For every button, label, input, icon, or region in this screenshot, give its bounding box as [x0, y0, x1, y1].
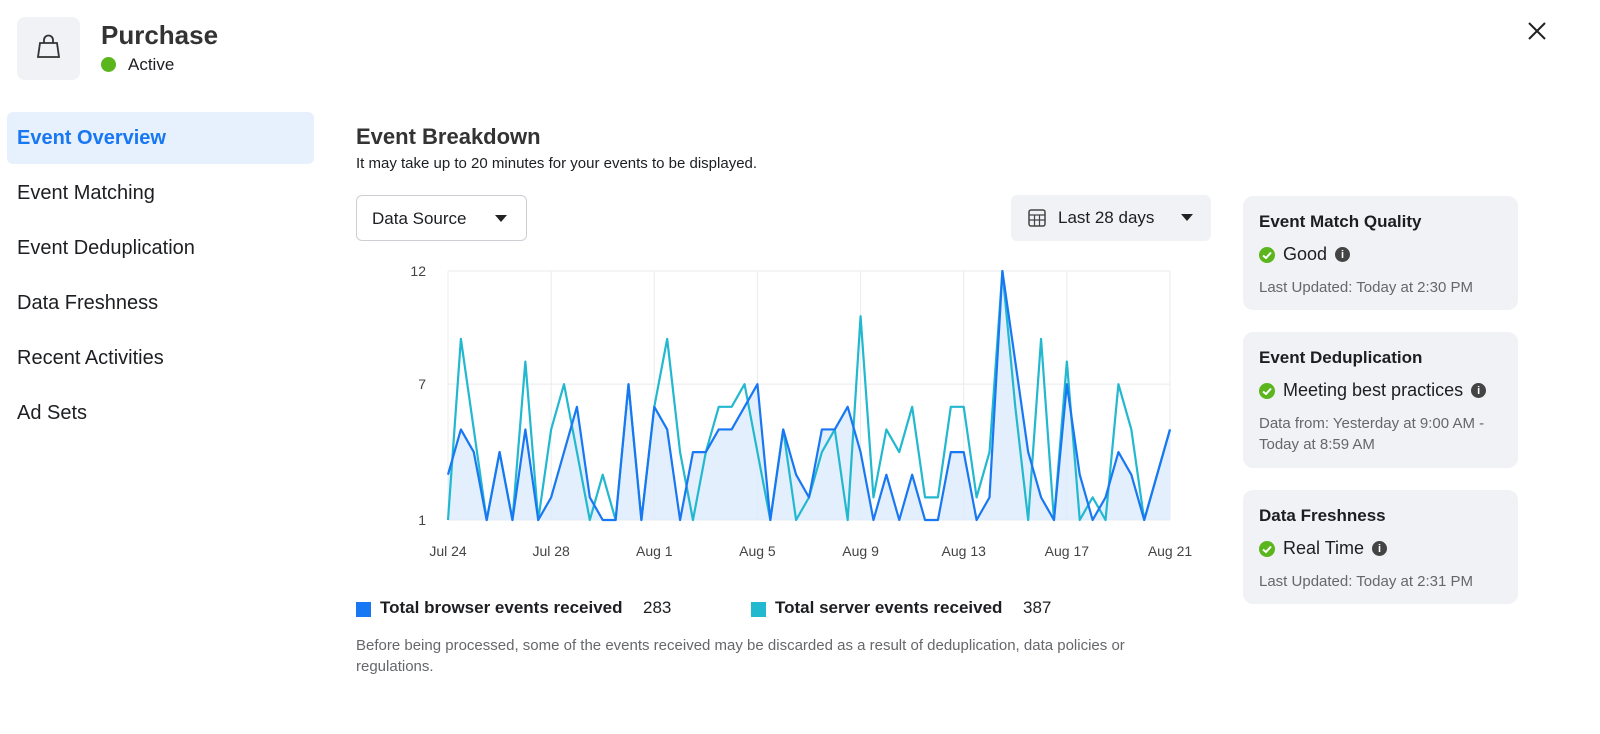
card-title: Data Freshness [1259, 506, 1386, 525]
card-title: Event Deduplication [1259, 348, 1423, 367]
nav-item[interactable]: Event Deduplication [17, 237, 195, 259]
check-icon [1259, 540, 1275, 557]
info-icon[interactable]: i [1372, 541, 1388, 556]
nav-item[interactable]: Recent Activities [17, 347, 164, 369]
card-note: Last Updated: Today at 2:31 PM [1259, 573, 1474, 590]
line [446, 269, 1172, 522]
x-tick-label: Aug 21 [1148, 543, 1193, 559]
legend-swatch [751, 602, 766, 617]
card-status: Meeting best practices i [1259, 380, 1502, 401]
x-tick-label: Aug 9 [842, 543, 879, 559]
legend-swatch [356, 602, 371, 617]
nav-item[interactable]: Event Overview [7, 112, 314, 164]
dropdown-label: Data Source [372, 209, 467, 228]
status-text: Meeting best practices [1283, 380, 1464, 400]
card-note: Data from: Yesterday at 9:00 AM - Today … [1259, 415, 1485, 453]
check-icon [1259, 382, 1275, 399]
area [448, 271, 1170, 520]
nav-item[interactable]: Data Freshness [17, 292, 159, 314]
calendar-icon [1028, 209, 1046, 227]
status-text: Real Time [1283, 538, 1365, 558]
nav-item[interactable]: Event Matching [17, 182, 155, 204]
card-status: Good i [1259, 244, 1502, 265]
section-title: Event Breakdown [356, 124, 541, 149]
bag-icon [36, 34, 61, 58]
legend-total: 387 [1023, 598, 1052, 617]
nav-item[interactable]: Ad Sets [17, 402, 88, 424]
chart: 1 7 12 Jul 24 Jul 28 Aug 1 Aug 5 Aug 9 Aug 13 Aug… [410, 263, 1193, 559]
x-tick-label: Aug 1 [636, 543, 673, 559]
info-icon[interactable]: i [1335, 247, 1351, 262]
event-icon [17, 17, 80, 80]
card: Event Deduplication Meeting best practic… [1243, 332, 1518, 468]
check-icon [1259, 246, 1275, 263]
footnote: Before being processed, some of the even… [356, 637, 1125, 675]
legend-label: Total server events received [775, 598, 1003, 617]
card-title: Event Match Quality [1259, 212, 1422, 231]
card-note: Last Updated: Today at 2:30 PM [1259, 279, 1474, 296]
card: Data Freshness Real Time i Last Updated: … [1243, 490, 1518, 604]
legend-label: Total browser events received [380, 598, 623, 617]
y-tick-label: 12 [410, 263, 426, 279]
caret [495, 215, 507, 222]
x-tick-label: Jul 28 [532, 543, 570, 559]
status-text: Good [1283, 244, 1328, 264]
y-tick-label: 1 [418, 512, 426, 528]
status: Active [128, 55, 175, 74]
x-tick-label: Aug 5 [739, 543, 776, 559]
card: Event Match Quality Good i Last Updated: … [1243, 196, 1518, 310]
x-tick-label: Jul 24 [429, 543, 467, 559]
status-dot [101, 57, 116, 72]
dropdown-label: Last 28 days [1058, 208, 1155, 227]
card-status: Real Time i [1259, 538, 1502, 559]
data-source-dropdown[interactable]: Data Source [356, 195, 527, 241]
x-tick-label: Aug 13 [942, 543, 987, 559]
x-tick-label: Aug 17 [1045, 543, 1090, 559]
section-subtitle: It may take up to 20 minutes for your ev… [356, 155, 758, 172]
caret [1181, 214, 1193, 221]
date-range-dropdown[interactable]: Last 28 days [1011, 195, 1211, 241]
y-tick-label: 7 [418, 376, 426, 392]
close-button[interactable] [1526, 20, 1548, 42]
legend-total: 283 [643, 598, 672, 617]
title: Purchase [101, 20, 219, 50]
info-icon[interactable]: i [1471, 383, 1487, 398]
